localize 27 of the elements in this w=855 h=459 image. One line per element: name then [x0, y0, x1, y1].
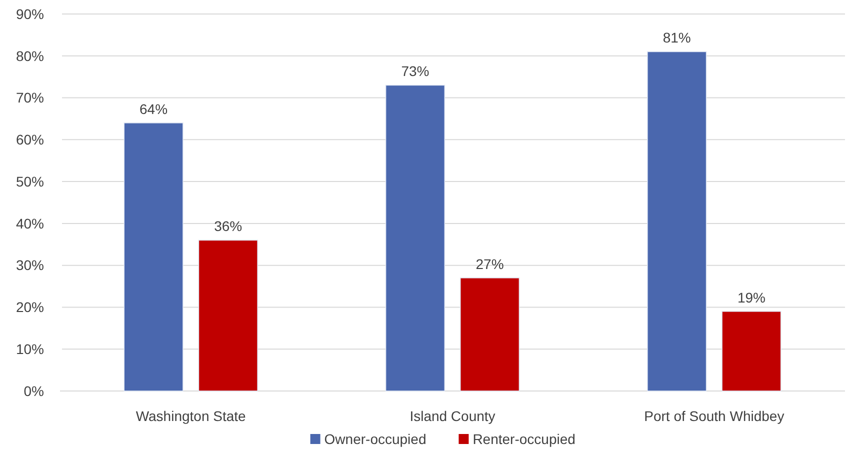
data-label: 36% [214, 218, 242, 234]
data-label: 27% [476, 256, 504, 272]
x-tick-label: Island County [410, 408, 496, 424]
y-tick-label: 90% [16, 6, 44, 22]
y-tick-label: 50% [16, 173, 44, 190]
y-tick-label: 40% [16, 215, 44, 232]
y-tick-label: 70% [16, 90, 44, 106]
y-tick-label: 60% [16, 132, 44, 148]
data-label: 73% [401, 63, 430, 80]
y-tick-label: 0% [24, 382, 44, 399]
x-tick-label: Washington State [136, 408, 246, 424]
data-label: 81% [662, 30, 691, 46]
legend-label: Renter-occupied [472, 431, 576, 447]
data-label: 64% [140, 100, 168, 117]
bar [460, 278, 520, 392]
legend-label: Owner-occupied [324, 431, 426, 447]
y-tick-label: 80% [16, 48, 44, 64]
bar [198, 240, 258, 392]
bar [124, 122, 184, 392]
bar [722, 311, 782, 392]
y-tick-label: 20% [16, 299, 44, 316]
y-tick-label: 10% [16, 341, 44, 358]
y-tick-label: 30% [16, 257, 44, 274]
bar [385, 84, 446, 392]
x-tick-label: Port of South Whidbey [644, 408, 784, 424]
bar [647, 51, 707, 392]
data-label: 19% [737, 289, 766, 306]
